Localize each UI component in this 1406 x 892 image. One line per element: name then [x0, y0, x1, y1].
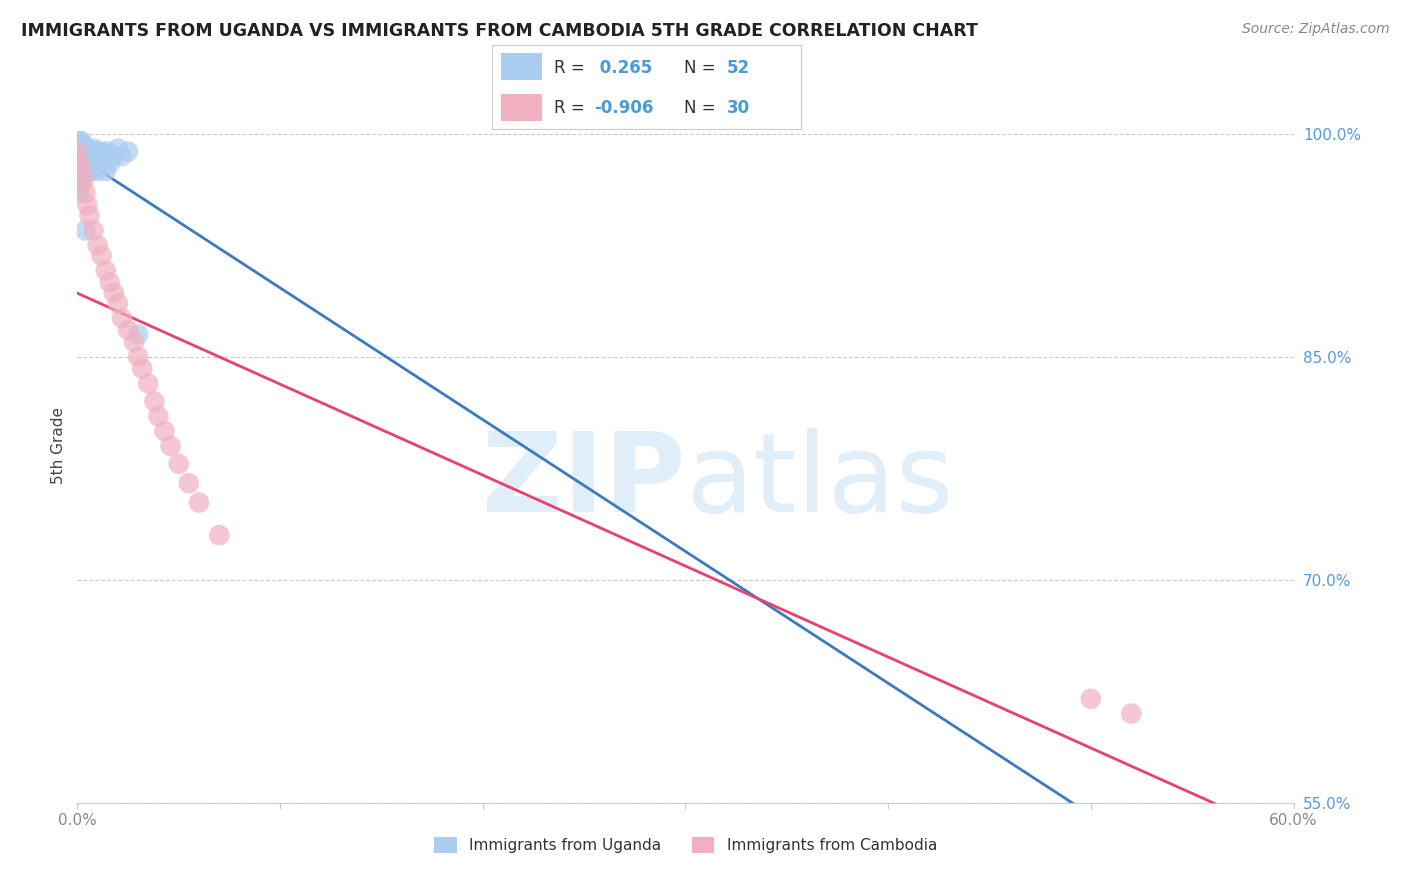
Text: 52: 52: [727, 60, 751, 78]
Point: [148, 409, 170, 424]
Point: [67, 186, 90, 201]
Point: [98, 276, 121, 290]
Point: [90, 249, 112, 263]
Point: [122, 334, 145, 349]
Text: Source: ZipAtlas.com: Source: ZipAtlas.com: [1241, 22, 1389, 37]
Point: [90, 145, 112, 159]
Point: [111, 311, 134, 326]
Point: [127, 327, 149, 342]
Point: [67, 164, 90, 178]
Point: [67, 149, 90, 163]
Point: [70, 134, 93, 148]
Point: [75, 186, 97, 201]
Point: [107, 296, 129, 310]
Point: [83, 142, 105, 156]
Point: [84, 156, 107, 170]
Point: [72, 138, 94, 153]
Point: [208, 528, 231, 542]
Point: [67, 171, 90, 186]
Point: [76, 198, 98, 212]
Point: [1080, 691, 1102, 706]
Point: [75, 156, 97, 170]
Point: [72, 174, 94, 188]
Point: [72, 153, 94, 168]
Point: [72, 164, 94, 178]
Point: [83, 223, 105, 237]
Point: [67, 134, 90, 148]
Text: -0.906: -0.906: [595, 99, 654, 117]
Point: [75, 223, 97, 237]
Point: [136, 376, 159, 391]
Point: [98, 156, 121, 170]
Point: [66, 138, 89, 153]
Point: [70, 142, 93, 156]
Point: [79, 209, 101, 223]
Point: [127, 350, 149, 364]
Point: [72, 145, 94, 159]
Point: [79, 149, 101, 163]
Text: ZIP: ZIP: [482, 428, 686, 535]
Point: [86, 145, 108, 159]
Y-axis label: 5th Grade: 5th Grade: [51, 408, 66, 484]
Text: atlas: atlas: [686, 428, 953, 535]
Point: [167, 457, 190, 471]
Point: [67, 178, 90, 193]
Point: [67, 160, 90, 174]
Point: [107, 142, 129, 156]
Point: [117, 145, 139, 159]
Point: [103, 149, 125, 163]
Legend: Immigrants from Uganda, Immigrants from Cambodia: Immigrants from Uganda, Immigrants from …: [427, 831, 943, 859]
Text: N =: N =: [683, 99, 721, 117]
Text: R =: R =: [554, 99, 591, 117]
Point: [72, 149, 94, 163]
Point: [94, 263, 117, 277]
Point: [76, 156, 98, 170]
Point: [84, 149, 107, 163]
Point: [153, 424, 176, 438]
FancyBboxPatch shape: [502, 94, 541, 120]
Point: [66, 145, 89, 159]
Point: [80, 164, 103, 178]
Point: [67, 156, 90, 170]
Point: [75, 149, 97, 163]
Point: [79, 164, 101, 178]
Point: [70, 164, 93, 178]
Point: [67, 174, 90, 188]
Point: [94, 164, 117, 178]
Point: [86, 238, 108, 252]
Point: [70, 164, 93, 178]
Point: [159, 439, 181, 453]
Point: [66, 145, 89, 159]
FancyBboxPatch shape: [502, 54, 541, 80]
Point: [177, 476, 200, 491]
Point: [76, 149, 98, 163]
Point: [66, 142, 89, 156]
Point: [93, 149, 115, 163]
Point: [75, 142, 97, 156]
Point: [75, 160, 97, 174]
Text: R =: R =: [554, 60, 591, 78]
Point: [70, 156, 93, 170]
Point: [1121, 706, 1143, 721]
Text: 0.265: 0.265: [595, 60, 652, 78]
Point: [86, 164, 108, 178]
Point: [70, 149, 93, 163]
Point: [111, 149, 134, 163]
Point: [97, 145, 120, 159]
Point: [117, 323, 139, 337]
Point: [70, 171, 93, 186]
Point: [67, 156, 90, 170]
Text: 30: 30: [727, 99, 751, 117]
Point: [131, 361, 153, 376]
Point: [80, 149, 103, 163]
Point: [188, 495, 211, 509]
Point: [103, 285, 125, 300]
Point: [76, 142, 98, 156]
Text: IMMIGRANTS FROM UGANDA VS IMMIGRANTS FROM CAMBODIA 5TH GRADE CORRELATION CHART: IMMIGRANTS FROM UGANDA VS IMMIGRANTS FRO…: [21, 22, 979, 40]
Point: [70, 153, 93, 168]
Point: [89, 149, 111, 163]
Text: N =: N =: [683, 60, 721, 78]
Point: [143, 394, 166, 409]
